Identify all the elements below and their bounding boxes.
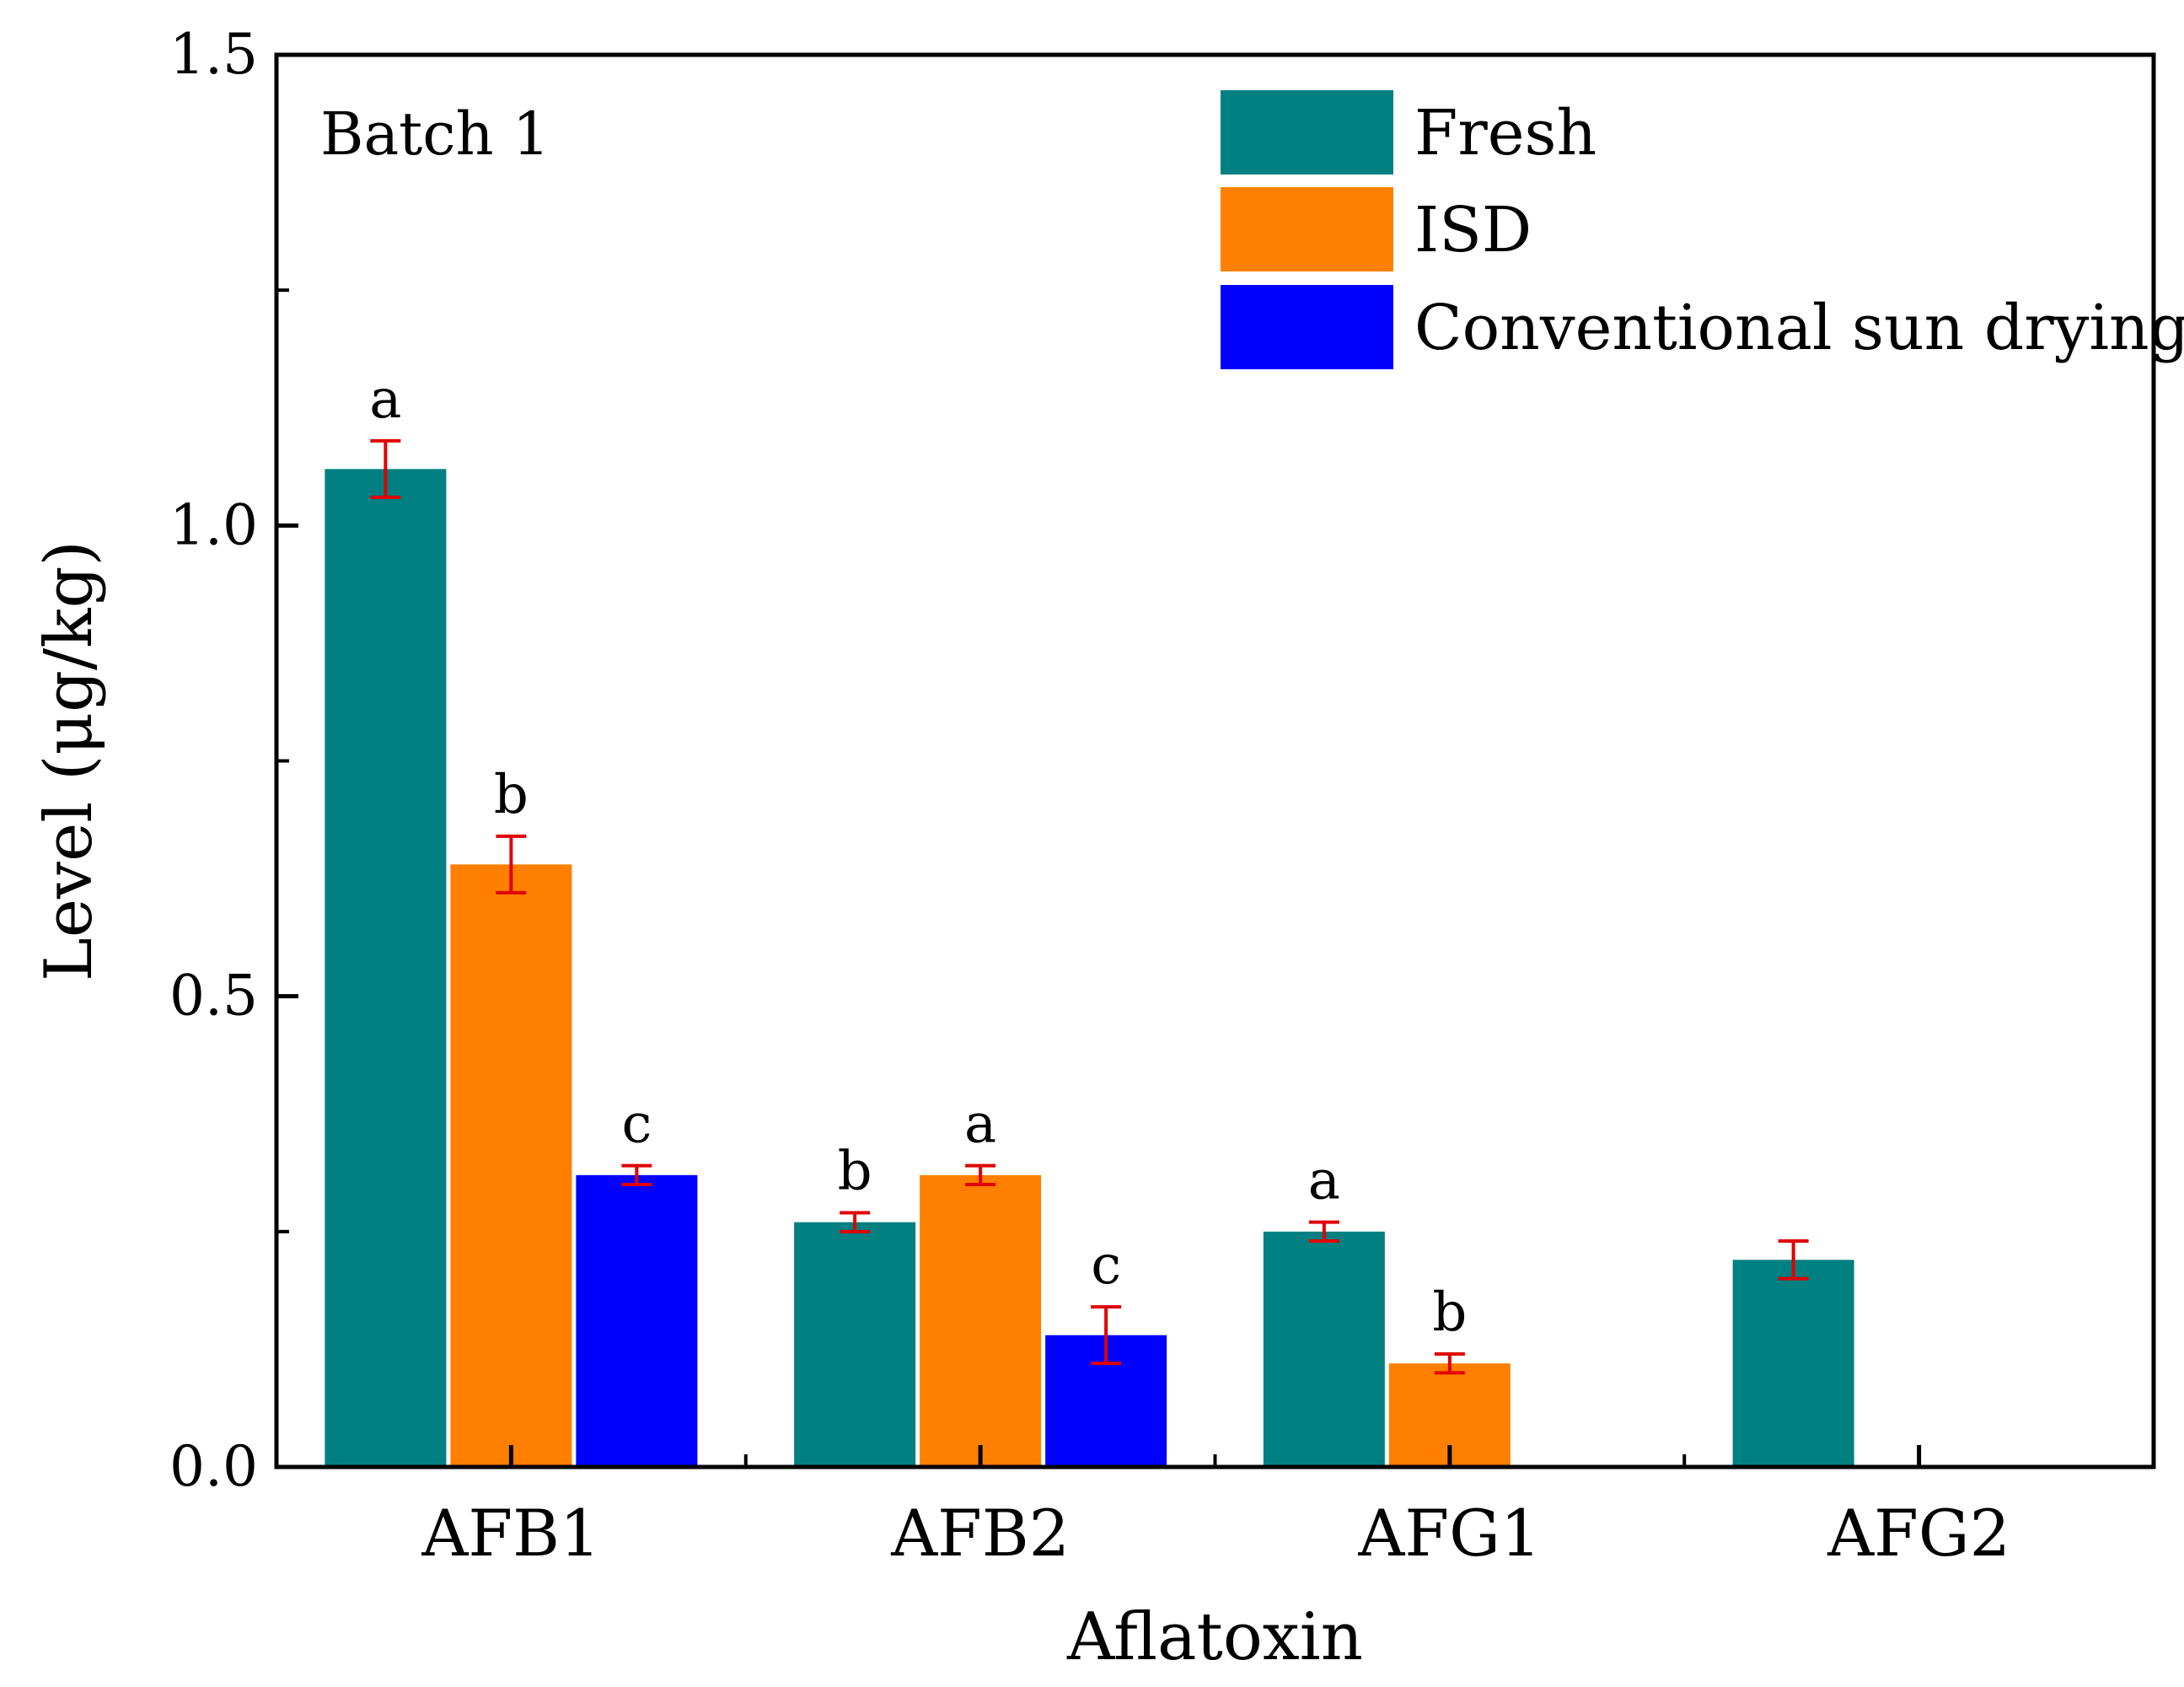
significance-letter-isd-afb2: a [964, 1093, 996, 1156]
panel-label: Batch 1 [320, 99, 550, 169]
y-tick-label: 0.5 [169, 964, 258, 1029]
significance-letter-isd-afg1: b [1432, 1281, 1467, 1344]
bar-fresh-afb2 [794, 1222, 916, 1467]
bar-isd-afb2 [920, 1174, 1042, 1467]
significance-letter-fresh-afg1: a [1308, 1150, 1340, 1212]
y-axis-title: Level (μg/kg) [31, 540, 107, 981]
axes-layer: 0.0 0.5 1.0 1.5 AFB1 AFB2 AFG1 AFG2 [169, 22, 2010, 1571]
bar-fresh-afb1 [325, 469, 447, 1468]
y-tick-label: 1.5 [169, 22, 258, 87]
y-tick-label: 1.0 [169, 492, 258, 557]
legend: Fresh ISD Conventional sun drying [1221, 90, 2184, 369]
significance-letter-fresh-afb1: a [369, 368, 401, 431]
legend-label-fresh: Fresh [1414, 97, 1596, 169]
x-category-label-afg2: AFG2 [1827, 1496, 2010, 1571]
bar-isd-afb1 [450, 864, 572, 1467]
significance-letters-layer: a b a b a b c c [369, 368, 1467, 1344]
significance-letter-conventional-sun-drying-afb2: c [1091, 1234, 1121, 1297]
significance-letter-fresh-afb2: b [838, 1141, 872, 1203]
y-tick-label: 0.0 [169, 1434, 258, 1499]
significance-letter-conventional-sun-drying-afb1: c [621, 1093, 652, 1156]
legend-swatch-isd [1221, 187, 1393, 271]
bar-conventional-sun-drying-afb1 [576, 1174, 698, 1467]
bar-fresh-afg2 [1732, 1260, 1854, 1467]
x-category-label-afg1: AFG1 [1358, 1496, 1542, 1571]
error-bars-layer [370, 438, 1809, 1375]
x-category-label-afb1: AFB1 [421, 1496, 600, 1571]
bar-fresh-afg1 [1263, 1231, 1385, 1467]
x-axis-title: Aflatoxin [1066, 1599, 1363, 1675]
significance-letter-isd-afb1: b [494, 764, 529, 826]
legend-swatch-fresh [1221, 90, 1393, 175]
legend-label-conventional-sun-drying: Conventional sun drying [1414, 292, 2184, 364]
legend-swatch-conventional-sun-drying [1221, 285, 1393, 369]
x-category-label-afb2: AFB2 [890, 1496, 1070, 1571]
legend-label-isd: ISD [1414, 194, 1532, 266]
